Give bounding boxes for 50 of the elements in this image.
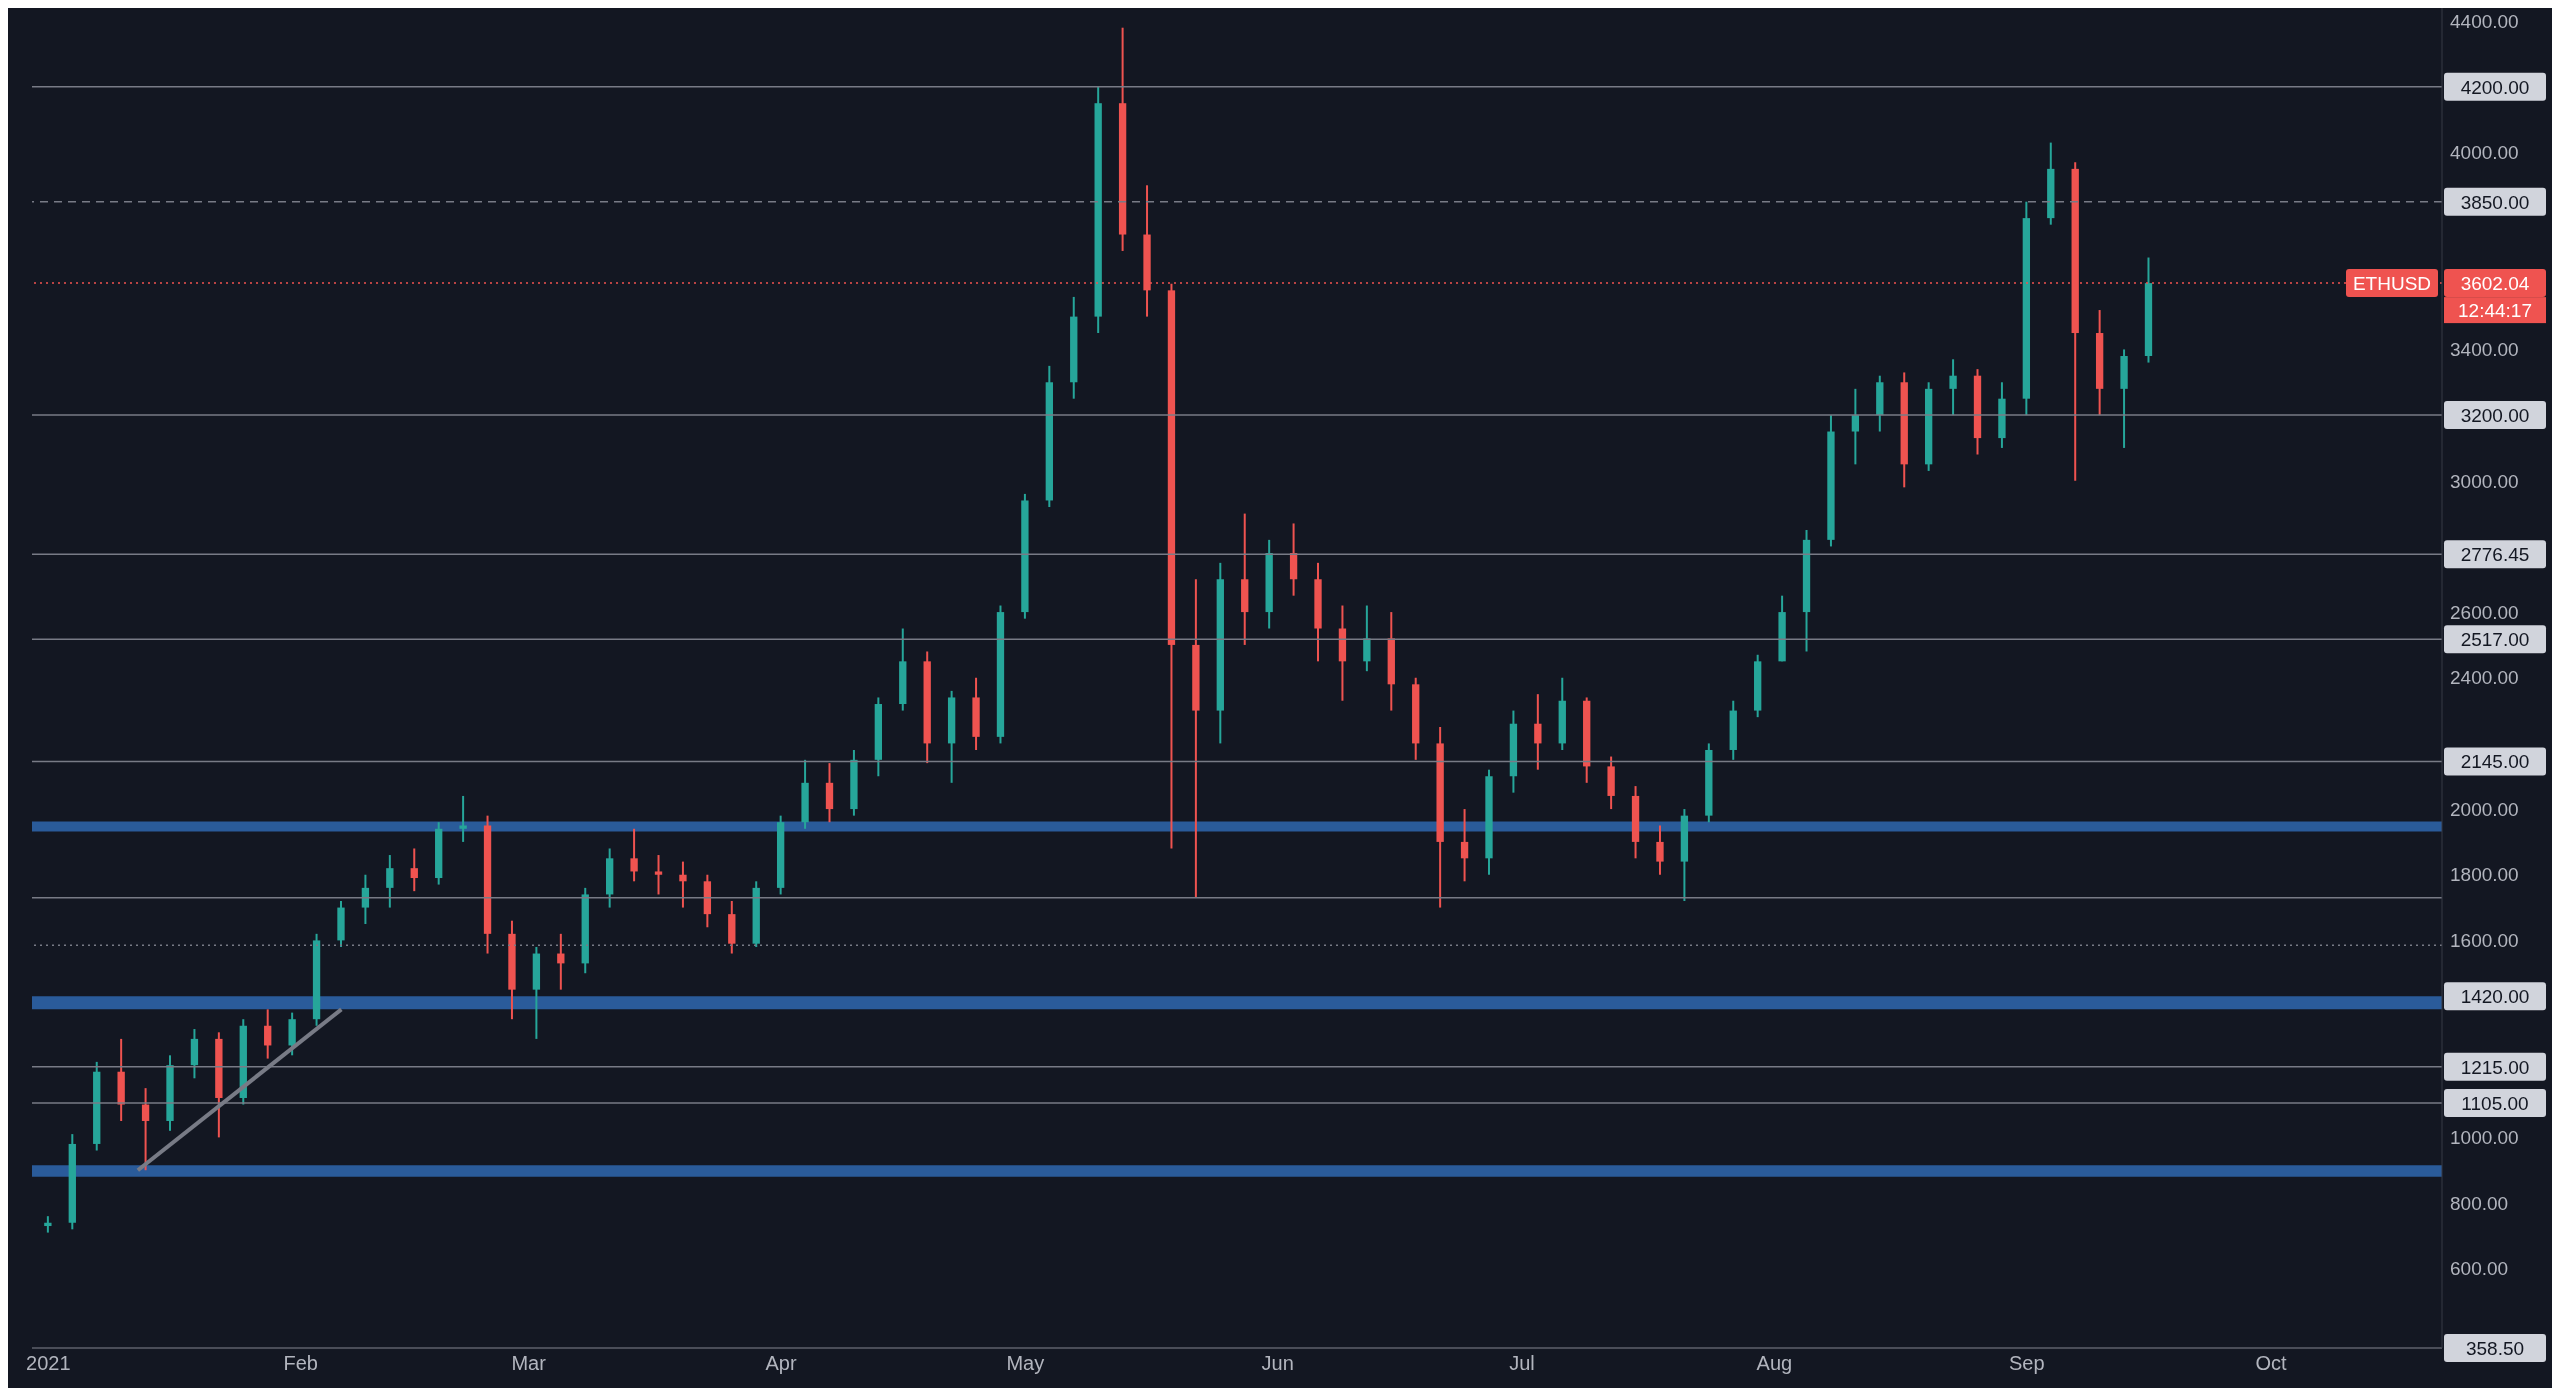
candlestick	[1851, 387, 1860, 466]
ref-line-label: 3850.00	[2460, 191, 2530, 213]
ref-line-label: 3602.04	[2460, 273, 2530, 295]
candlestick	[679, 860, 687, 909]
text: 12:44:17	[2458, 300, 2532, 322]
x-tick-label: Oct	[2255, 1352, 2288, 1375]
ref-line-label: 4200.00	[2460, 76, 2530, 98]
ref-line-label: 2145.00	[2460, 751, 2530, 773]
y-tick-label: 1600.00	[2450, 930, 2519, 952]
x-tick-label: 2021	[26, 1352, 71, 1375]
y-tick-label: 2000.00	[2450, 798, 2519, 820]
candlestick	[1363, 604, 1371, 673]
ref-line-label: 1105.00	[2461, 1092, 2529, 1114]
candlestick	[459, 794, 467, 843]
band-label: 1420.00	[2460, 986, 2530, 1008]
candlestick	[361, 873, 370, 925]
ref-line-label: 1215.00	[2460, 1056, 2530, 1078]
candlestick	[386, 854, 394, 909]
candlestick	[1460, 808, 1469, 883]
y-tick-label: 1800.00	[2450, 864, 2519, 886]
y-tick-label: 2600.00	[2450, 601, 2519, 623]
x-tick-label: Sep	[2008, 1352, 2045, 1375]
ref-line-label: 3200.00	[2460, 405, 2530, 427]
candlestick	[1949, 358, 1957, 417]
candlestick	[630, 827, 638, 883]
y-tick-label: 600.00	[2450, 1258, 2509, 1280]
x-tick-label: Jul	[1509, 1352, 1535, 1375]
y-tick-label: 3400.00	[2450, 339, 2519, 361]
x-tick-label: Apr	[765, 1352, 797, 1375]
candlestick	[654, 854, 663, 896]
x-tick-label: Feb	[283, 1352, 318, 1375]
x-tick-label: Mar	[511, 1352, 547, 1375]
y-tick-label: 800.00	[2450, 1192, 2509, 1214]
candlestick	[141, 1087, 150, 1172]
y-tick-label: 4400.00	[2450, 10, 2519, 32]
candlestick	[264, 1008, 272, 1060]
candlestick	[1656, 824, 1664, 876]
y-tick-label: 1000.00	[2450, 1127, 2519, 1149]
ref-line-label: 358.50	[2465, 1338, 2525, 1359]
annotation: ETHUSD	[2352, 273, 2432, 295]
ref-line-label: 2776.45	[2460, 544, 2530, 566]
ref-line-label: 2517.00	[2460, 629, 2530, 651]
x-tick-label: Aug	[1756, 1352, 1793, 1375]
candlestick	[410, 847, 418, 893]
candlestick	[1534, 693, 1542, 771]
x-tick-label: May	[1006, 1352, 1045, 1375]
y-tick-label: 2400.00	[2450, 667, 2519, 689]
x-tick-label: Jun	[1261, 1352, 1294, 1375]
y-tick-label: 4000.00	[2450, 142, 2519, 164]
y-tick-label: 3000.00	[2450, 470, 2519, 492]
